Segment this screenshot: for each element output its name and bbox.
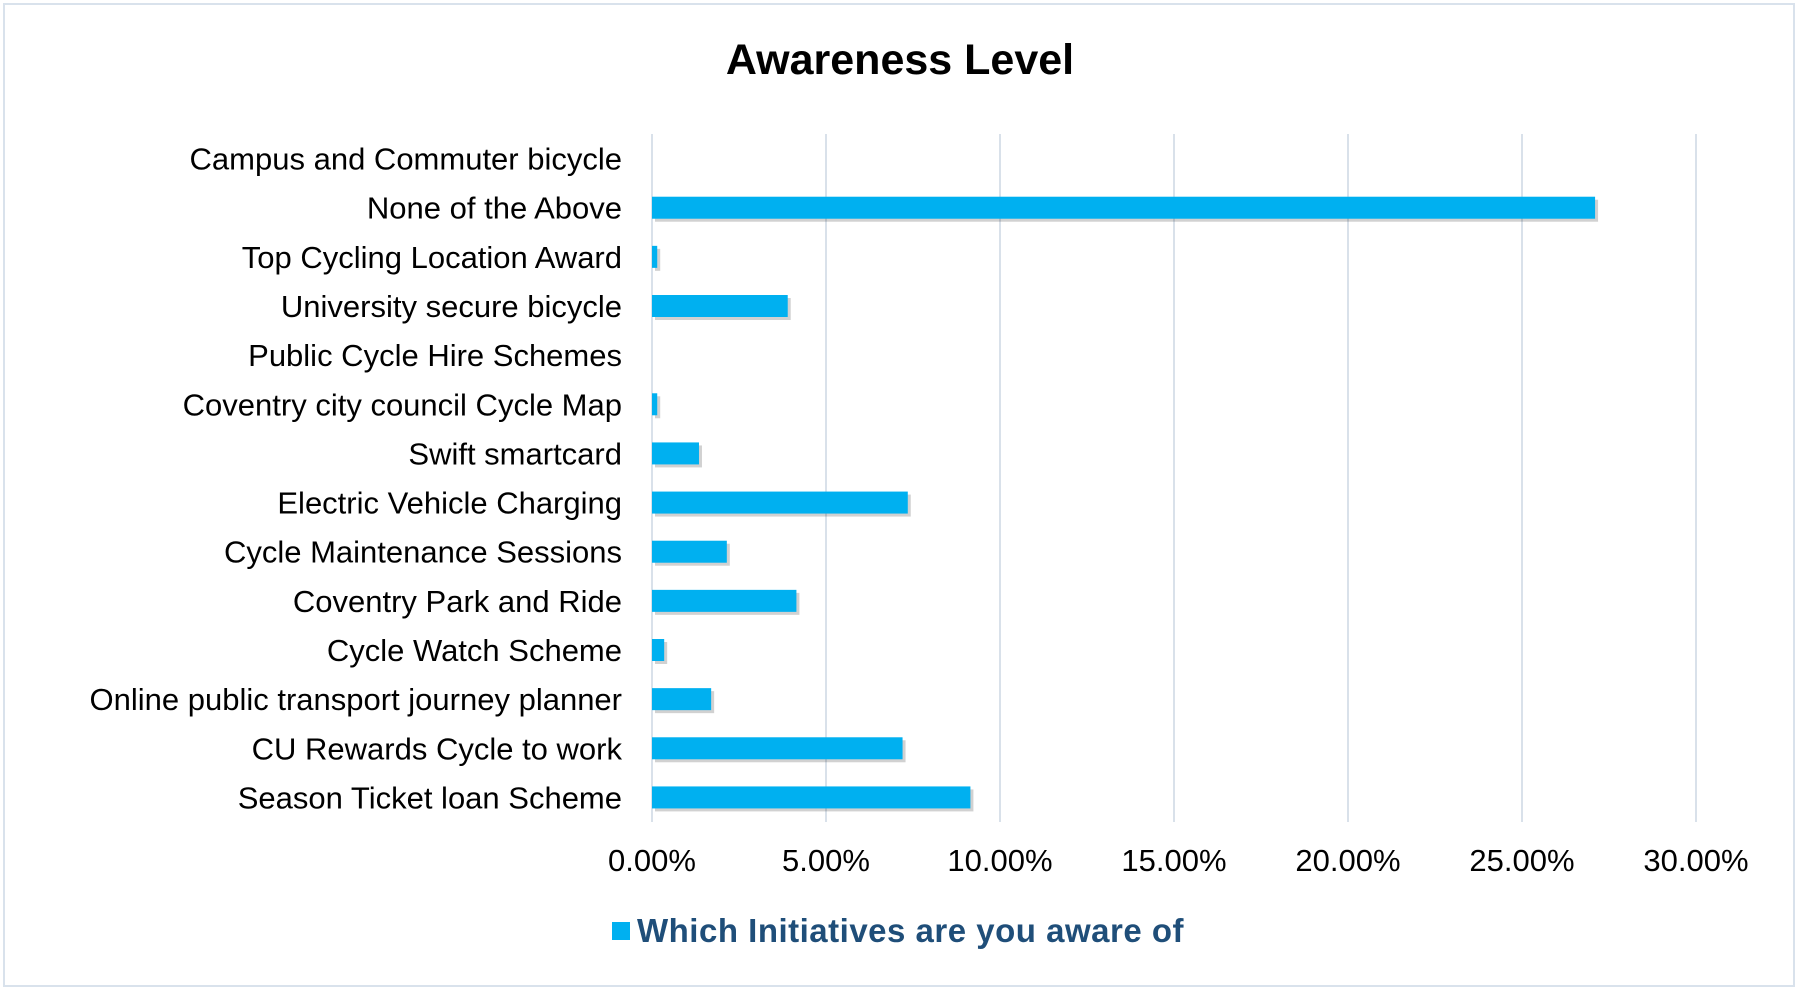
bar <box>652 295 788 317</box>
x-tick-label: 15.00% <box>1121 843 1226 878</box>
bar <box>652 245 658 268</box>
category-label: Campus and Commuter bicycle <box>190 142 622 177</box>
category-label: Public Cycle Hire Schemes <box>248 338 622 373</box>
category-label: Swift smartcard <box>408 436 622 471</box>
bar <box>652 540 727 563</box>
bar <box>652 442 699 465</box>
category-label: Coventry city council Cycle Map <box>183 387 622 422</box>
x-tick-label: 0.00% <box>608 843 696 878</box>
bar <box>652 589 797 612</box>
category-label: CU Rewards Cycle to work <box>252 731 623 766</box>
chart-title: Awareness Level <box>726 36 1074 84</box>
category-label: Online public transport journey planner <box>90 682 622 717</box>
legend: Which Initiatives are you aware of <box>612 912 1184 949</box>
x-axis-tick-labels: 0.00% 5.00% 10.00% 15.00% 20.00% 25.00% 30.00% <box>608 843 1749 878</box>
category-label: Electric Vehicle Charging <box>277 486 622 521</box>
category-label: Season Ticket loan Scheme <box>238 780 622 815</box>
x-tick-label: 30.00% <box>1643 843 1748 878</box>
category-label: University secure bicycle <box>281 289 622 324</box>
bar <box>652 786 971 809</box>
bars <box>652 196 1599 812</box>
bar <box>652 196 1596 219</box>
x-tick-label: 10.00% <box>947 843 1052 878</box>
bar <box>652 639 665 661</box>
category-label: None of the Above <box>367 191 622 226</box>
legend-label: Which Initiatives are you aware of <box>637 912 1184 949</box>
bar <box>652 688 712 711</box>
gridlines <box>651 134 1697 822</box>
bar-shadow <box>655 396 661 419</box>
category-label: Cycle Maintenance Sessions <box>224 535 622 570</box>
bar <box>652 393 658 416</box>
bar-shadow <box>655 248 661 271</box>
x-tick-label: 25.00% <box>1469 843 1574 878</box>
category-label: Cycle Watch Scheme <box>327 633 622 668</box>
x-tick-label: 20.00% <box>1295 843 1400 878</box>
category-labels: Campus and Commuter bicycle None of the A… <box>90 142 623 816</box>
legend-swatch <box>612 922 630 940</box>
bar <box>652 737 903 760</box>
x-tick-label: 5.00% <box>782 843 870 878</box>
bar <box>652 491 908 514</box>
category-label: Coventry Park and Ride <box>293 584 622 619</box>
category-label: Top Cycling Location Award <box>242 240 622 275</box>
